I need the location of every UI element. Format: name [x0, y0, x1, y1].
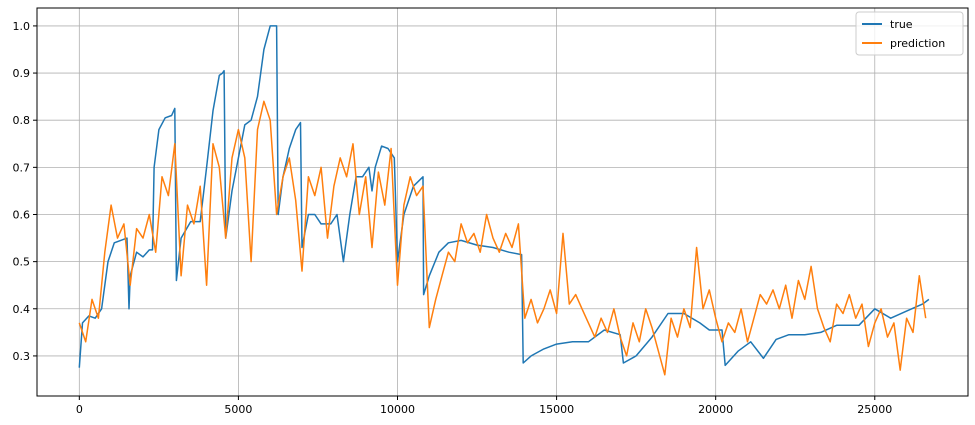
series-layer — [78, 25, 930, 376]
series-line-prediction — [78, 100, 927, 376]
y-tick-label: 0.7 — [13, 161, 31, 174]
x-tick-label: 25000 — [857, 403, 892, 416]
legend-label-prediction: prediction — [890, 37, 945, 50]
series-line-true — [78, 25, 930, 368]
y-tick-label: 0.8 — [13, 114, 31, 127]
x-tick-label: 5000 — [224, 403, 252, 416]
x-tick-label: 10000 — [380, 403, 415, 416]
x-tick-label: 20000 — [698, 403, 733, 416]
y-tick-label: 0.9 — [13, 67, 31, 80]
y-tick-label: 0.5 — [13, 256, 31, 269]
y-tick-label: 0.6 — [13, 208, 31, 221]
tick-labels: 0 5000 10000 15000 20000 25000 0.3 0.4 0.5 0.6 0.7… — [13, 20, 893, 416]
x-tick-label: 0 — [76, 403, 83, 416]
y-tick-label: 0.4 — [13, 303, 31, 316]
y-tick-label: 1.0 — [13, 20, 31, 33]
grid — [37, 8, 968, 396]
legend-box — [855, 11, 964, 56]
plot-frame — [36, 7, 969, 397]
legend: true prediction — [855, 11, 964, 56]
x-tick-label: 15000 — [539, 403, 574, 416]
y-tick-label: 0.3 — [13, 350, 31, 363]
legend-label-true: true — [890, 18, 913, 31]
